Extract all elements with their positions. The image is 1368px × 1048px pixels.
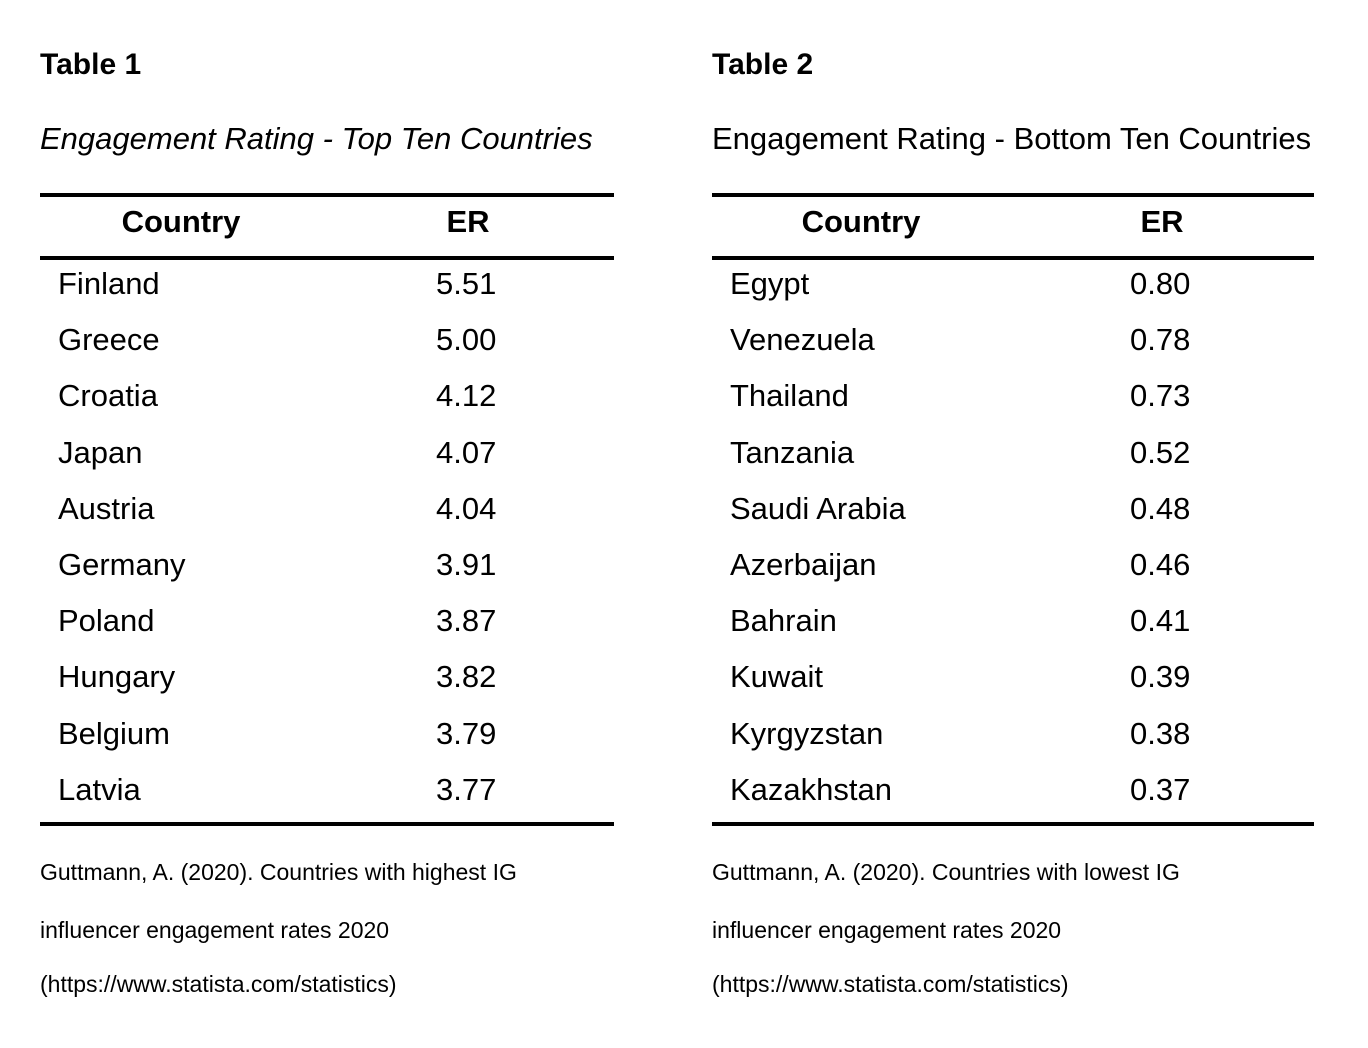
table-row: Kyrgyzstan 0.38 bbox=[712, 712, 1368, 768]
table-row: Venezuela 0.78 bbox=[712, 318, 1368, 374]
country-cell: Tanzania bbox=[730, 434, 855, 470]
country-cell: Azerbaijan bbox=[730, 546, 877, 582]
er-cell: 0.39 bbox=[1130, 659, 1191, 695]
er-cell: 0.52 bbox=[1130, 434, 1191, 470]
er-cell: 3.91 bbox=[436, 546, 497, 582]
country-cell: Saudi Arabia bbox=[730, 490, 906, 526]
table-row: Germany 3.91 bbox=[40, 543, 700, 599]
er-cell: 0.41 bbox=[1130, 603, 1191, 639]
table-2-country-header: Country bbox=[801, 204, 921, 239]
table-1-body: Finland 5.51 Greece 5.00 Croatia 4.12 Ja… bbox=[40, 262, 700, 824]
table-1-country-header: Country bbox=[121, 204, 241, 239]
country-cell: Kazakhstan bbox=[730, 771, 892, 807]
er-cell: 0.80 bbox=[1130, 266, 1191, 301]
table-2-subtitle: Engagement Rating - Bottom Ten Countries bbox=[712, 121, 1312, 156]
table-row: Belgium 3.79 bbox=[40, 712, 700, 768]
er-cell: 3.87 bbox=[436, 603, 497, 639]
er-cell: 0.73 bbox=[1130, 378, 1191, 414]
country-cell: Egypt bbox=[730, 266, 810, 301]
table-row: Tanzania 0.52 bbox=[712, 431, 1368, 487]
er-cell: 0.38 bbox=[1130, 715, 1191, 751]
country-cell: Poland bbox=[58, 603, 155, 639]
country-cell: Kuwait bbox=[730, 659, 824, 695]
table-2-header-rule bbox=[712, 256, 1314, 260]
table-2-source-line: influencer engagement rates 2020 bbox=[712, 917, 1062, 943]
table-row: Kazakhstan 0.37 bbox=[712, 768, 1368, 824]
table-row: Croatia 4.12 bbox=[40, 374, 700, 430]
country-cell: Kyrgyzstan bbox=[730, 715, 884, 751]
er-cell: 0.78 bbox=[1130, 322, 1191, 358]
table-2-top-rule bbox=[712, 193, 1314, 197]
table-row: Thailand 0.73 bbox=[712, 374, 1368, 430]
country-cell: Bahrain bbox=[730, 603, 837, 639]
er-cell: 4.07 bbox=[436, 434, 497, 470]
table-row: Kuwait 0.39 bbox=[712, 655, 1368, 711]
table-row: Latvia 3.77 bbox=[40, 768, 700, 824]
er-cell: 4.04 bbox=[436, 490, 497, 526]
country-cell: Venezuela bbox=[730, 322, 875, 358]
table-1-er-header: ER bbox=[446, 204, 490, 239]
table-1-top-rule bbox=[40, 193, 614, 197]
country-cell: Japan bbox=[58, 434, 143, 470]
country-cell: Hungary bbox=[58, 659, 176, 695]
table-row: Greece 5.00 bbox=[40, 318, 700, 374]
table-1-subtitle: Engagement Rating - Top Ten Countries bbox=[40, 121, 593, 156]
table-row: Poland 3.87 bbox=[40, 599, 700, 655]
er-cell: 3.79 bbox=[436, 715, 497, 751]
table-1-label: Table 1 bbox=[40, 48, 142, 81]
table-1-source-line: influencer engagement rates 2020 bbox=[40, 917, 390, 943]
table-row: Japan 4.07 bbox=[40, 431, 700, 487]
table-2-source-line: (https://www.statista.com/statistics) bbox=[712, 971, 1069, 997]
table-1-source-line: Guttmann, A. (2020). Countries with high… bbox=[40, 859, 517, 885]
country-cell: Greece bbox=[58, 322, 160, 358]
table-row: Austria 4.04 bbox=[40, 487, 700, 543]
table-1-bottom-rule bbox=[40, 822, 614, 826]
table-2-body: Egypt 0.80 Venezuela 0.78 Thailand 0.73 … bbox=[712, 262, 1368, 824]
country-cell: Thailand bbox=[730, 378, 849, 414]
table-row: Azerbaijan 0.46 bbox=[712, 543, 1368, 599]
table-row: Finland 5.51 bbox=[40, 262, 700, 318]
country-cell: Belgium bbox=[58, 715, 170, 751]
country-cell: Latvia bbox=[58, 771, 141, 807]
table-row: Saudi Arabia 0.48 bbox=[712, 487, 1368, 543]
er-cell: 5.51 bbox=[436, 266, 497, 301]
table-2-bottom-rule bbox=[712, 822, 1314, 826]
table-1-header-rule bbox=[40, 256, 614, 260]
er-cell: 4.12 bbox=[436, 378, 497, 414]
table-2-source-line: Guttmann, A. (2020). Countries with lowe… bbox=[712, 859, 1180, 885]
er-cell: 3.77 bbox=[436, 771, 497, 807]
table-row: Egypt 0.80 bbox=[712, 262, 1368, 318]
table-row: Bahrain 0.41 bbox=[712, 599, 1368, 655]
table-1-source-line: (https://www.statista.com/statistics) bbox=[40, 971, 397, 997]
er-cell: 3.82 bbox=[436, 659, 497, 695]
country-cell: Germany bbox=[58, 546, 186, 582]
er-cell: 0.46 bbox=[1130, 546, 1191, 582]
er-cell: 0.48 bbox=[1130, 490, 1191, 526]
er-cell: 5.00 bbox=[436, 322, 497, 358]
table-2-label: Table 2 bbox=[712, 48, 814, 81]
table-row: Hungary 3.82 bbox=[40, 655, 700, 711]
country-cell: Austria bbox=[58, 490, 155, 526]
er-cell: 0.37 bbox=[1130, 771, 1191, 807]
country-cell: Croatia bbox=[58, 378, 158, 414]
country-cell: Finland bbox=[58, 266, 160, 301]
table-2-er-header: ER bbox=[1140, 204, 1184, 239]
